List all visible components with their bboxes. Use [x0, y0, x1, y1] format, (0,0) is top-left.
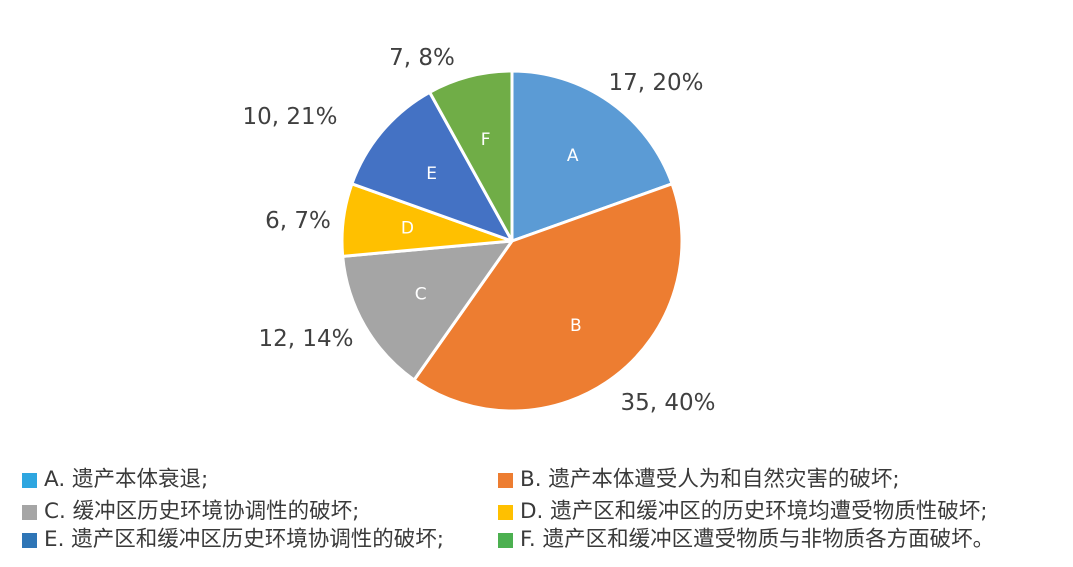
pie-slice-f [428, 69, 514, 243]
pie-slice-c [341, 239, 514, 382]
legend-swatch-b [498, 472, 513, 488]
pie-slice-a [510, 69, 674, 243]
legend-swatch-f [498, 532, 513, 548]
slice-category-label-d: D [401, 219, 414, 239]
legend-item-e: E. 遗产区和缓冲区历史环境协调性的破坏; [22, 526, 444, 554]
legend-swatch-c [22, 504, 37, 520]
legend-item-f: F. 遗产区和缓冲区遭受物质与非物质各方面破坏。 [498, 526, 994, 554]
legend-item-a: A. 遗产本体衰退; [22, 466, 208, 494]
pie-slice-e [350, 90, 514, 243]
slice-value-label-b: 35, 40% [620, 390, 715, 416]
legend-item-b: B. 遗产本体遭受人为和自然灾害的破坏; [498, 466, 900, 494]
legend-item-d: D. 遗产区和缓冲区的历史环境均遭受物质性破坏; [498, 498, 987, 526]
slice-value-label-d: 6, 7% [265, 208, 331, 234]
legend-label-d: D. 遗产区和缓冲区的历史环境均遭受物质性破坏; [520, 499, 988, 524]
legend-label-e: E. 遗产区和缓冲区历史环境协调性的破坏; [44, 527, 444, 552]
legend-swatch-a [22, 472, 37, 488]
slice-category-label-e: E [426, 164, 437, 184]
slice-category-label-f: F [481, 130, 491, 150]
pie-slice-b [412, 182, 684, 413]
slice-value-label-f: 7, 8% [389, 45, 455, 71]
legend-label-a: A. 遗产本体衰退; [44, 467, 209, 492]
legend-swatch-d [498, 504, 513, 520]
legend-label-b: B. 遗产本体遭受人为和自然灾害的破坏; [520, 467, 900, 492]
slice-category-label-b: B [570, 316, 582, 336]
pie-chart: A B C D E F 17, 20% 35, 40% 12, 14% 6, 7% 10, 21% 7… [242, 45, 715, 416]
legend-label-f: F. 遗产区和缓冲区遭受物质与非物质各方面破坏。 [520, 527, 995, 552]
slice-value-label-e: 10, 21% [242, 104, 337, 130]
legend-swatch-e [22, 532, 37, 548]
legend-item-c: C. 缓冲区历史环境协调性的破坏; [22, 498, 359, 526]
slice-category-label-c: C [415, 285, 427, 305]
slice-category-label-a: A [567, 146, 579, 166]
legend-label-c: C. 缓冲区历史环境协调性的破坏; [44, 499, 360, 524]
slice-value-label-a: 17, 20% [608, 70, 703, 96]
slice-value-label-c: 12, 14% [258, 326, 353, 352]
